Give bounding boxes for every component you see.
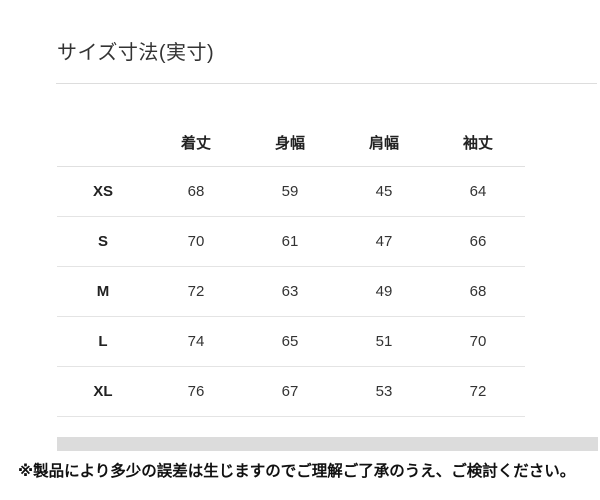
measurement-value: 68 xyxy=(469,283,487,300)
table-row: M 72 63 49 68 xyxy=(57,267,525,317)
size-label: XS xyxy=(92,183,113,200)
measurement-value: 59 xyxy=(281,183,299,200)
measurement-value: 63 xyxy=(281,283,299,300)
measurement-value: 51 xyxy=(375,333,393,350)
measurement-value: 49 xyxy=(375,283,393,300)
measurement-value: 67 xyxy=(281,383,299,400)
measurement-value: 45 xyxy=(375,183,393,200)
disclaimer-note: ※製品により多少の誤差は生じますのでご理解ご了承のうえ、ご検討ください。 xyxy=(18,463,576,480)
table-row: L 74 65 51 70 xyxy=(57,317,525,367)
column-header: 身幅 xyxy=(274,135,305,152)
measurement-value: 74 xyxy=(187,333,205,350)
size-label: S xyxy=(97,233,108,250)
measurement-value: 64 xyxy=(469,183,487,200)
column-header: 着丈 xyxy=(180,135,211,152)
table-row: XL 76 67 53 72 xyxy=(57,367,525,417)
table-header-row: 着丈 身幅 肩幅 袖丈 xyxy=(57,119,525,167)
measurement-value: 76 xyxy=(187,383,205,400)
measurement-value: 53 xyxy=(375,383,393,400)
measurement-value: 68 xyxy=(187,183,205,200)
measurement-value: 65 xyxy=(281,333,299,350)
measurement-value: 70 xyxy=(469,333,487,350)
measurement-value: 61 xyxy=(281,233,299,250)
measurement-value: 70 xyxy=(187,233,205,250)
column-header: 袖丈 xyxy=(462,135,493,152)
column-header: 肩幅 xyxy=(368,135,399,152)
title-divider xyxy=(56,83,597,84)
measurement-value: 72 xyxy=(469,383,487,400)
size-label: L xyxy=(98,333,108,350)
table-row: S 70 61 47 66 xyxy=(57,217,525,267)
measurement-value: 72 xyxy=(187,283,205,300)
measurement-value: 47 xyxy=(375,233,393,250)
size-chart-table: 着丈 身幅 肩幅 袖丈 XS 68 59 45 64 S 70 61 47 66 M 72 63 49 68 L 74… xyxy=(57,119,525,417)
page-title: サイズ寸法(実寸) xyxy=(57,42,215,64)
size-label: XL xyxy=(93,383,113,400)
table-bottom-bar xyxy=(57,437,598,451)
table-body: XS 68 59 45 64 S 70 61 47 66 M 72 63 49 68 L 74 65 51 70 XL 7… xyxy=(57,167,525,417)
size-label: M xyxy=(96,283,110,300)
measurement-value: 66 xyxy=(469,233,487,250)
table-row: XS 68 59 45 64 xyxy=(57,167,525,217)
